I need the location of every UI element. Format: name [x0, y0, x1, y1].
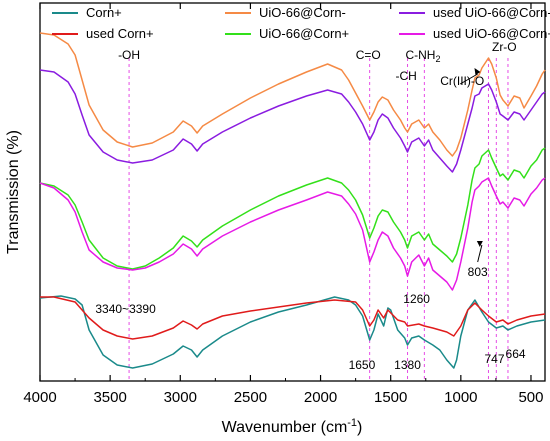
annotation-text: Zr-O	[492, 40, 517, 54]
annotation-text: -OH	[118, 48, 140, 62]
series-line-5	[39, 177, 546, 291]
arrow-cr-o-head	[474, 68, 481, 75]
annotation-label: 1260	[403, 292, 430, 306]
series-line-1	[40, 296, 546, 340]
annotation-text: -CH	[395, 69, 416, 83]
x-axis-ticks: 4000 3500 3000 2500 2000 1500 1000 500	[23, 3, 543, 406]
series-line-3	[39, 147, 546, 270]
marker-lines	[128, 58, 509, 381]
annotation-text: 664	[506, 347, 526, 361]
annotation-text: C=O	[356, 48, 381, 62]
annotations: -OH C=O C-NH2 -CH Zr-O Cr(III)-O 803 1260 3340~3…	[95, 40, 526, 372]
annotation-text: Cr(III)-O	[440, 74, 484, 88]
x-tick-label: 3500	[93, 389, 126, 406]
arrow-803-head	[476, 241, 483, 247]
annotation-label: 803	[468, 265, 488, 279]
x-tick-label: 1500	[374, 389, 407, 406]
arrow-803-line	[477, 244, 483, 263]
annotation-subscript: 2	[435, 54, 440, 64]
series-lines	[39, 32, 546, 369]
x-axis-title: Wavenumber (cm-1)	[222, 417, 363, 436]
annotation-text: 3340~3390	[95, 302, 156, 316]
legend-label: used UiO-66@Corn+	[433, 26, 550, 41]
annotation-label: C=O	[356, 48, 381, 62]
x-tick-label: 2000	[304, 389, 337, 406]
annotation-label: -OH	[118, 48, 140, 62]
legend-label: Corn+	[86, 5, 122, 20]
annotation-label: 1380	[394, 358, 421, 372]
x-axis-title-close: )	[357, 419, 362, 436]
legend-label: used Corn+	[86, 26, 154, 41]
annotation-text: 1260	[403, 292, 430, 306]
x-tick-label: 3000	[164, 389, 197, 406]
annotation-text: 803	[468, 265, 488, 279]
series-line-2	[39, 32, 546, 157]
series-line-4	[39, 69, 546, 173]
annotation-label: Cr(III)-O	[440, 74, 484, 88]
annotation-label: -CH	[395, 69, 416, 83]
annotation-label: C-NH2	[405, 48, 440, 64]
annotation-label: Zr-O	[492, 40, 517, 54]
annotation-label: 747	[484, 352, 504, 366]
x-axis-title-sup: -1	[347, 417, 357, 429]
x-axis-title-main: Wavenumber (cm	[222, 419, 348, 436]
y-axis-title: Transmission (%)	[5, 130, 22, 254]
legend-label: UiO-66@Corn+	[259, 26, 349, 41]
plot-frame	[39, 2, 546, 382]
x-tick-label: 2500	[234, 389, 267, 406]
annotation-text: 747	[484, 352, 504, 366]
x-tick-label: 1000	[444, 389, 477, 406]
legend-label: UiO-66@Corn-	[259, 5, 346, 20]
annotation-text: C-NH	[405, 48, 435, 62]
annotation-text: 1380	[394, 358, 421, 372]
x-tick-label: 4000	[23, 389, 56, 406]
annotation-label: 664	[506, 347, 526, 361]
annotation-text: 1650	[349, 358, 376, 372]
series-line-0	[39, 295, 546, 369]
annotation-label: 1650	[349, 358, 376, 372]
arrow-cr-o-line	[459, 73, 478, 85]
legend: Corn+ UiO-66@Corn-used UiO-66@Corn-used C…	[52, 5, 550, 41]
x-tick-label: 500	[518, 389, 543, 406]
annotation-label: 3340~3390	[95, 302, 156, 316]
legend-label: used UiO-66@Corn-	[433, 5, 550, 20]
